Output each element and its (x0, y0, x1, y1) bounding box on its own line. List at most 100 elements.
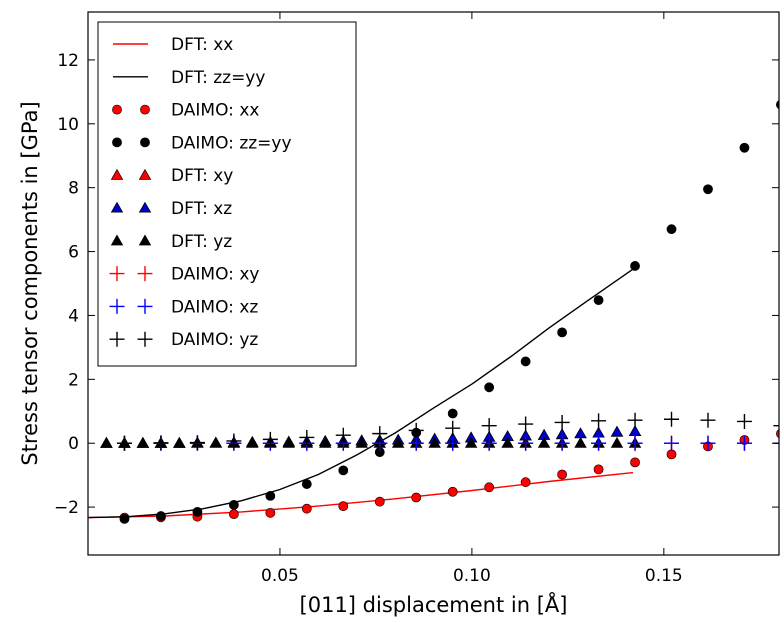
point-daimo-yz (773, 424, 779, 427)
point-daimo-zz-yy (776, 100, 779, 110)
x-tick-label: 0.05 (261, 566, 299, 586)
point-daimo-zz-yy (119, 514, 130, 524)
legend-entry-dft-zz-yy: DFT: zz=yy (113, 68, 265, 88)
point-daimo-zz-yy (301, 479, 312, 489)
point-daimo-xz (481, 435, 497, 451)
x-axis-label: [011] displacement in [Å] (300, 591, 568, 617)
legend-marker (137, 331, 153, 347)
point-daimo-zz-yy (338, 465, 349, 476)
point-dft-yz (100, 436, 113, 448)
point-daimo-xz (700, 435, 716, 451)
y-tick-label: 0 (68, 434, 79, 454)
y-tick-label: 12 (57, 51, 79, 71)
legend-marker (140, 104, 150, 115)
legend-label: DFT: yz (171, 232, 232, 252)
point-dft-yz (246, 436, 259, 448)
point-daimo-yz (700, 412, 716, 428)
point-daimo-xx (411, 492, 422, 503)
point-daimo-yz (445, 420, 461, 436)
legend-marker (138, 168, 152, 180)
legend-entry-dft-xx: DFT: xx (113, 35, 233, 55)
legend-label: DAIMO: xz (171, 297, 258, 317)
point-daimo-zz-yy (557, 327, 568, 338)
axes-ticks: 0.05 0.10 0.15 −2 0 2 4 6 8 10 12 (54, 12, 779, 586)
point-daimo-xx (593, 464, 604, 475)
point-daimo-yz (116, 435, 132, 451)
plot-marks (88, 100, 779, 524)
legend-marker (110, 168, 124, 180)
point-dft-xz (628, 425, 642, 436)
legend-marker (109, 266, 125, 282)
y-axis-label: Stress tensor components in [GPa] (18, 101, 42, 465)
point-daimo-yz (627, 412, 643, 428)
point-daimo-xx (630, 457, 640, 468)
point-dft-yz (428, 436, 441, 448)
point-daimo-yz (153, 435, 169, 451)
point-daimo-yz (372, 426, 388, 442)
legend-label: DFT: xx (171, 35, 233, 55)
point-dft-yz (209, 436, 223, 448)
point-daimo-xz (554, 435, 570, 451)
point-daimo-xz (664, 435, 680, 451)
point-daimo-xz (445, 435, 461, 451)
point-dft-yz (282, 436, 295, 448)
legend-marker (138, 201, 152, 213)
point-dft-yz (537, 436, 551, 448)
point-daimo-xx (265, 507, 276, 518)
point-daimo-xx (776, 429, 779, 439)
point-daimo-zz-yy (192, 506, 203, 517)
legend-entry-daimo-xy: DAIMO: xy (109, 265, 259, 285)
y-tick-label: 2 (68, 370, 79, 390)
y-tick-label: 6 (68, 243, 79, 263)
legend-entry-dft-xz: DFT: xz (110, 199, 232, 219)
legend-entry-daimo-xz: DAIMO: xz (109, 297, 258, 317)
point-daimo-xx (484, 482, 495, 493)
point-daimo-xx (228, 509, 239, 520)
legend-marker (109, 298, 125, 314)
series-dft-zz-yy (88, 268, 634, 519)
point-dft-yz (464, 436, 478, 448)
legend-label: DAIMO: xy (171, 265, 259, 285)
legend-entry-dft-xy: DFT: xy (110, 166, 233, 186)
legend-entry-daimo-xx: DAIMO: xx (112, 101, 259, 121)
point-daimo-yz (481, 418, 497, 434)
point-daimo-zz-yy (630, 261, 640, 271)
y-tick-label: 10 (57, 115, 79, 135)
point-daimo-yz (736, 413, 752, 429)
point-daimo-xz (627, 435, 643, 451)
point-daimo-zz-yy (265, 491, 276, 501)
x-tick-label: 0.10 (453, 566, 491, 586)
point-daimo-zz-yy (228, 499, 239, 510)
point-daimo-xz (408, 435, 424, 451)
point-daimo-xx (301, 503, 312, 514)
legend-marker (140, 137, 150, 148)
point-daimo-xx (520, 477, 531, 488)
point-daimo-zz-yy (739, 142, 750, 153)
point-dft-yz (173, 436, 186, 448)
series-daimo-zz-yy (119, 100, 779, 524)
y-tick-label: 4 (68, 306, 79, 326)
point-daimo-xx (338, 501, 349, 512)
legend-label: DFT: xy (171, 166, 233, 186)
y-tick-label: −2 (54, 498, 79, 518)
legend-label: DAIMO: zz=yy (171, 133, 292, 153)
line-dft-zz-yy (88, 268, 634, 519)
legend-marker (112, 137, 122, 148)
x-tick-label: 0.15 (645, 566, 683, 586)
point-dft-xz (574, 427, 587, 439)
legend-entry-daimo-yz: DAIMO: yz (109, 330, 258, 350)
point-daimo-zz-yy (447, 408, 458, 419)
legend-label: DAIMO: yz (171, 330, 258, 350)
series-dft-xx (88, 471, 634, 519)
point-daimo-xz (736, 435, 752, 451)
point-daimo-yz (262, 431, 278, 447)
legend: DFT: xx DFT: zz=yy DAIMO: xx DAIMO: zz=yy DF… (97, 21, 357, 367)
point-dft-yz (355, 436, 368, 448)
point-daimo-yz (554, 414, 570, 430)
point-dft-yz (136, 436, 150, 448)
point-daimo-xx (374, 496, 385, 507)
point-daimo-xx (557, 469, 568, 480)
point-daimo-yz (335, 427, 351, 443)
legend-marker (137, 266, 153, 282)
